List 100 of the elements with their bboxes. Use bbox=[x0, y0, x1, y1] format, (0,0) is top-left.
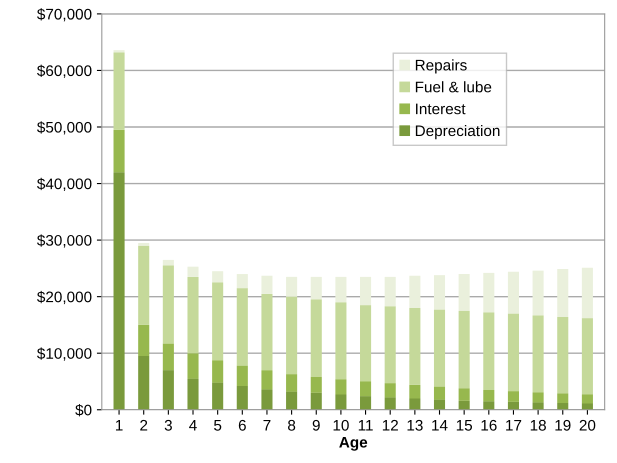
bar bbox=[138, 324, 150, 356]
bar bbox=[532, 270, 544, 316]
bar bbox=[508, 272, 519, 314]
bar bbox=[458, 274, 470, 311]
bar bbox=[286, 374, 298, 392]
bar bbox=[458, 400, 470, 410]
bar bbox=[557, 268, 568, 318]
bar bbox=[360, 381, 372, 396]
bar bbox=[310, 299, 322, 377]
y-tick-label: $60,000 bbox=[37, 64, 92, 78]
y-tick-label: $50,000 bbox=[37, 121, 92, 134]
bar bbox=[114, 52, 125, 130]
bar bbox=[286, 392, 298, 410]
y-tick-label: $70,000 bbox=[37, 8, 92, 22]
y-tick-label: $40,000 bbox=[37, 178, 92, 192]
y-tick-label: $30,000 bbox=[37, 234, 92, 248]
bar bbox=[483, 272, 494, 312]
bar bbox=[434, 310, 446, 387]
bar bbox=[508, 391, 519, 402]
y-tick-label: $0 bbox=[75, 404, 92, 416]
legend-label: Interest bbox=[416, 104, 466, 114]
bar bbox=[384, 383, 396, 398]
x-tick-label: 19 bbox=[555, 420, 571, 431]
bar bbox=[138, 242, 150, 246]
x-tick-label: 5 bbox=[214, 420, 222, 431]
bar bbox=[236, 274, 248, 288]
bar bbox=[212, 382, 224, 410]
bar bbox=[409, 398, 420, 410]
bar bbox=[286, 296, 298, 374]
bar bbox=[532, 315, 544, 392]
bar bbox=[212, 282, 224, 361]
bar bbox=[582, 394, 593, 404]
bar bbox=[162, 266, 174, 344]
bar bbox=[409, 308, 420, 385]
bar bbox=[335, 302, 346, 380]
bar bbox=[508, 314, 519, 392]
bar bbox=[187, 276, 199, 354]
bar bbox=[384, 306, 396, 384]
bar bbox=[114, 172, 125, 410]
bar bbox=[236, 288, 248, 366]
x-tick-label: 6 bbox=[238, 420, 246, 431]
bar bbox=[162, 370, 174, 410]
x-tick-label: 16 bbox=[481, 420, 497, 431]
bar bbox=[360, 305, 372, 382]
x-tick-label: 13 bbox=[408, 420, 423, 431]
legend-label: Depreciation bbox=[416, 124, 500, 140]
bar bbox=[409, 384, 420, 398]
bar bbox=[483, 390, 494, 402]
bar bbox=[557, 393, 568, 403]
bar bbox=[384, 276, 396, 306]
bar bbox=[582, 268, 593, 318]
bar bbox=[138, 246, 150, 325]
x-tick-label: 18 bbox=[530, 420, 546, 431]
bar bbox=[360, 396, 372, 410]
bar bbox=[532, 392, 544, 402]
bar bbox=[458, 388, 470, 401]
x-tick-label: 12 bbox=[382, 420, 398, 431]
bar bbox=[557, 402, 568, 410]
bar bbox=[162, 344, 174, 370]
bar bbox=[310, 276, 322, 300]
bar bbox=[335, 394, 346, 410]
bar bbox=[187, 266, 199, 277]
bar bbox=[384, 397, 396, 410]
bar bbox=[261, 389, 273, 410]
y-tick-label: $20,000 bbox=[37, 290, 92, 304]
legend-label: Repairs bbox=[416, 59, 467, 74]
x-tick-label: 9 bbox=[312, 420, 320, 431]
bar bbox=[582, 318, 593, 394]
x-axis-title: Age bbox=[339, 436, 368, 451]
bar bbox=[261, 370, 273, 390]
x-tick-label: 8 bbox=[288, 420, 296, 431]
bar bbox=[409, 276, 420, 308]
bar bbox=[236, 386, 248, 410]
bar bbox=[212, 360, 224, 383]
bar bbox=[310, 376, 322, 393]
bar bbox=[335, 276, 346, 302]
bar bbox=[458, 310, 470, 388]
bar bbox=[187, 353, 199, 379]
bar bbox=[434, 275, 446, 310]
bar bbox=[212, 271, 224, 283]
bar bbox=[434, 400, 446, 410]
bar bbox=[236, 366, 248, 386]
bar bbox=[434, 386, 446, 400]
legend-label: Fuel & lube bbox=[416, 81, 492, 92]
bar bbox=[286, 276, 298, 297]
bar bbox=[261, 294, 273, 370]
x-tick-label: 10 bbox=[334, 420, 349, 431]
x-tick-label: 2 bbox=[140, 420, 148, 431]
bar bbox=[310, 392, 322, 410]
x-tick-label: 3 bbox=[164, 420, 172, 431]
bar bbox=[114, 130, 125, 172]
bar bbox=[360, 276, 372, 306]
x-tick-label: 11 bbox=[358, 420, 373, 431]
bar bbox=[261, 276, 273, 294]
bar bbox=[187, 378, 199, 410]
x-tick-label: 4 bbox=[189, 420, 197, 431]
x-tick-label: 15 bbox=[456, 420, 472, 431]
x-tick-label: 7 bbox=[263, 420, 270, 431]
bar bbox=[483, 312, 494, 390]
bar bbox=[557, 317, 568, 394]
